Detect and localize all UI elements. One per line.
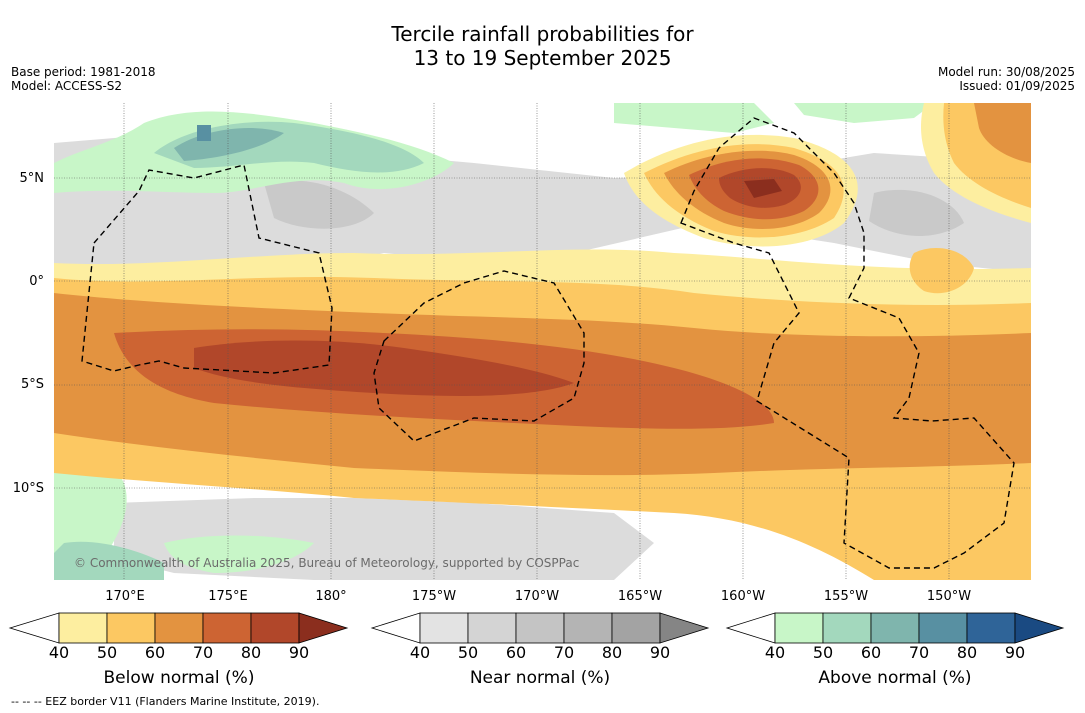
colorbar-near-80 — [611, 612, 661, 644]
issued-date: Issued: 01/09/2025 — [959, 79, 1075, 93]
below-normal-band-80 — [194, 340, 574, 396]
base-period: Base period: 1981-2018 — [11, 65, 156, 79]
colorbar-near-60 — [515, 612, 565, 644]
colorbar-near-40 — [419, 612, 469, 644]
lon-label-170w: 170°W — [514, 589, 560, 604]
colorbar-above-min — [725, 612, 776, 644]
lat-label-0: 0° — [29, 274, 44, 289]
colorbar-below-min — [8, 612, 60, 644]
lat-label-10s: 10°S — [12, 481, 44, 496]
colorbar-below — [8, 612, 349, 644]
lon-label-155w: 155°W — [823, 589, 869, 604]
colorbar-above-50 — [822, 612, 872, 644]
cb-below-tick-70: 70 — [192, 643, 214, 662]
cb-near-tick-90: 90 — [649, 643, 671, 662]
colorbar-below-70 — [202, 612, 252, 644]
colorbar-below-80 — [250, 612, 300, 644]
cb-near-tick-60: 60 — [505, 643, 527, 662]
colorbars — [8, 612, 1065, 644]
colorbar-near-label: Near normal (%) — [469, 668, 611, 688]
eez-footnote: -- -- -- EEZ border V11 (Flanders Marine… — [11, 695, 320, 708]
eez-border-east — [680, 117, 1015, 569]
colorbar-below-60 — [154, 612, 204, 644]
colorbar-near-min — [370, 612, 421, 644]
cb-near-tick-50: 50 — [457, 643, 479, 662]
above-normal-strip-top — [794, 103, 934, 123]
near-normal-patch-1 — [264, 180, 374, 229]
map-title: Tercile rainfall probabilities for 13 to… — [0, 22, 1085, 70]
lon-label-150w: 150°W — [926, 589, 972, 604]
colorbar-near — [370, 612, 710, 644]
cb-below-tick-90: 90 — [288, 643, 310, 662]
colorbar-above-60 — [870, 612, 920, 644]
cb-below-tick-40: 40 — [48, 643, 70, 662]
lon-label-170e: 170°E — [105, 589, 145, 604]
cb-near-tick-40: 40 — [409, 643, 431, 662]
colorbar-above — [725, 612, 1065, 644]
title-line-2: 13 to 19 September 2025 — [413, 46, 672, 70]
cb-near-tick-70: 70 — [553, 643, 575, 662]
above-normal-core-sw — [54, 541, 164, 580]
colorbar-above-80 — [966, 612, 1016, 644]
eez-borders — [81, 117, 1015, 569]
lon-label-160w: 160°W — [720, 589, 766, 604]
above-normal-strip-ne — [614, 103, 774, 133]
colorbar-above-40 — [774, 612, 824, 644]
model-name: Model: ACCESS-S2 — [11, 79, 123, 93]
colorbar-below-50 — [106, 612, 156, 644]
below-normal-east-blob — [909, 248, 974, 294]
cb-above-tick-90: 90 — [1004, 643, 1026, 662]
colorbar-above-max — [1014, 612, 1065, 644]
colorbar-above-70 — [918, 612, 968, 644]
colorbar-near-70 — [563, 612, 613, 644]
lat-label-5s: 5°S — [20, 377, 44, 392]
colorbar-near-max — [659, 612, 710, 644]
cb-below-tick-60: 60 — [144, 643, 166, 662]
lon-label-165w: 165°W — [617, 589, 663, 604]
model-run: Model run: 30/08/2025 — [937, 65, 1075, 79]
meta-right: Model run: 30/08/2025 Issued: 01/09/2025 — [938, 65, 1075, 93]
title-line-1: Tercile rainfall probabilities for — [391, 22, 694, 46]
lon-label-175e: 175°E — [208, 589, 248, 604]
above-normal-strip-s — [164, 535, 314, 573]
cb-above-tick-50: 50 — [812, 643, 834, 662]
rainfall-map: © Commonwealth of Australia 2025, Bureau… — [54, 103, 1031, 580]
map-gridlines — [54, 103, 1031, 580]
cb-above-tick-60: 60 — [860, 643, 882, 662]
map-canvas — [54, 103, 1031, 580]
cb-above-tick-80: 80 — [956, 643, 978, 662]
lat-label-5n: 5°N — [19, 171, 45, 186]
lon-label-175w: 175°W — [411, 589, 457, 604]
cb-above-tick-40: 40 — [764, 643, 786, 662]
colorbar-near-50 — [467, 612, 517, 644]
colorbar-below-40 — [58, 612, 108, 644]
cb-below-tick-80: 80 — [240, 643, 262, 662]
below-normal-east-60 — [974, 103, 1031, 163]
below-normal-ne-90 — [744, 179, 782, 198]
lon-label-180: 180° — [315, 589, 347, 604]
near-normal-patch-2 — [869, 189, 964, 236]
above-normal-max-nw — [197, 125, 211, 141]
colorbar-below-max — [298, 612, 349, 644]
cb-below-tick-50: 50 — [96, 643, 118, 662]
colorbar-above-label: Above normal (%) — [818, 668, 972, 688]
colorbar-below-label: Below normal (%) — [103, 668, 255, 688]
copyright-notice: © Commonwealth of Australia 2025, Bureau… — [74, 556, 580, 570]
cb-near-tick-80: 80 — [601, 643, 623, 662]
eez-border-west — [81, 164, 333, 374]
meta-left: Base period: 1981-2018 Model: ACCESS-S2 — [11, 65, 156, 93]
cb-above-tick-70: 70 — [908, 643, 930, 662]
